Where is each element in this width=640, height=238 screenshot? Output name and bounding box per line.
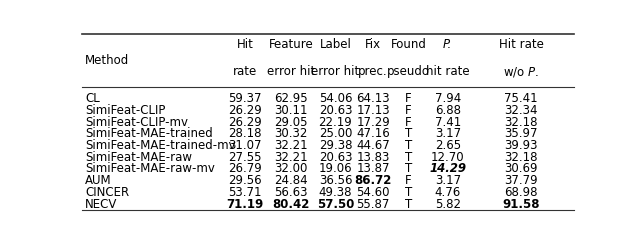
Text: 13.83: 13.83 (356, 151, 390, 164)
Text: 80.42: 80.42 (273, 198, 310, 211)
Text: SimiFeat-MAE-trained: SimiFeat-MAE-trained (85, 127, 212, 140)
Text: 36.56: 36.56 (319, 174, 352, 187)
Text: Found: Found (390, 38, 426, 51)
Text: prec.: prec. (358, 65, 388, 78)
Text: 5.82: 5.82 (435, 198, 461, 211)
Text: 32.21: 32.21 (275, 151, 308, 164)
Text: 32.00: 32.00 (275, 163, 308, 175)
Text: F: F (405, 115, 412, 129)
Text: SimiFeat-MAE-raw-mv: SimiFeat-MAE-raw-mv (85, 163, 215, 175)
Text: 53.71: 53.71 (228, 186, 262, 199)
Text: T: T (404, 163, 412, 175)
Text: 30.11: 30.11 (275, 104, 308, 117)
Text: T: T (404, 139, 412, 152)
Text: 29.05: 29.05 (275, 115, 308, 129)
Text: 86.72: 86.72 (355, 174, 392, 187)
Text: SimiFeat-MAE-trained-mv: SimiFeat-MAE-trained-mv (85, 139, 236, 152)
Text: 71.19: 71.19 (227, 198, 264, 211)
Text: 4.76: 4.76 (435, 186, 461, 199)
Text: T: T (404, 151, 412, 164)
Text: 28.18: 28.18 (228, 127, 262, 140)
Text: 56.63: 56.63 (275, 186, 308, 199)
Text: 59.37: 59.37 (228, 92, 262, 105)
Text: T: T (404, 198, 412, 211)
Text: CL: CL (85, 92, 100, 105)
Text: SimiFeat-MAE-raw: SimiFeat-MAE-raw (85, 151, 192, 164)
Text: 14.29: 14.29 (429, 163, 467, 175)
Text: 31.07: 31.07 (228, 139, 262, 152)
Text: 22.19: 22.19 (319, 115, 352, 129)
Text: error hit: error hit (311, 65, 360, 78)
Text: 19.06: 19.06 (319, 163, 352, 175)
Text: 64.13: 64.13 (356, 92, 390, 105)
Text: 30.32: 30.32 (275, 127, 308, 140)
Text: 13.87: 13.87 (356, 163, 390, 175)
Text: Feature: Feature (269, 38, 314, 51)
Text: 68.98: 68.98 (504, 186, 538, 199)
Text: 57.50: 57.50 (317, 198, 354, 211)
Text: rate: rate (233, 65, 257, 78)
Text: 47.16: 47.16 (356, 127, 390, 140)
Text: 75.41: 75.41 (504, 92, 538, 105)
Text: 26.29: 26.29 (228, 115, 262, 129)
Text: 12.70: 12.70 (431, 151, 465, 164)
Text: F: F (405, 104, 412, 117)
Text: 29.56: 29.56 (228, 174, 262, 187)
Text: 27.55: 27.55 (228, 151, 262, 164)
Text: 54.60: 54.60 (356, 186, 390, 199)
Text: 20.63: 20.63 (319, 151, 352, 164)
Text: Hit rate: Hit rate (499, 38, 543, 51)
Text: 24.84: 24.84 (275, 174, 308, 187)
Text: 49.38: 49.38 (319, 186, 352, 199)
Text: 30.69: 30.69 (504, 163, 538, 175)
Text: 6.88: 6.88 (435, 104, 461, 117)
Text: pseudo: pseudo (387, 65, 430, 78)
Text: T: T (404, 186, 412, 199)
Text: NECV: NECV (85, 198, 117, 211)
Text: 32.18: 32.18 (504, 151, 538, 164)
Text: 17.13: 17.13 (356, 104, 390, 117)
Text: 35.97: 35.97 (504, 127, 538, 140)
Text: CINCER: CINCER (85, 186, 129, 199)
Text: 55.87: 55.87 (356, 198, 390, 211)
Text: T: T (404, 127, 412, 140)
Text: 32.18: 32.18 (504, 115, 538, 129)
Text: 32.21: 32.21 (275, 139, 308, 152)
Text: SimiFeat-CLIP-mv: SimiFeat-CLIP-mv (85, 115, 188, 129)
Text: P.: P. (443, 38, 452, 51)
Text: 25.00: 25.00 (319, 127, 352, 140)
Text: 37.79: 37.79 (504, 174, 538, 187)
Text: Label: Label (319, 38, 351, 51)
Text: 20.63: 20.63 (319, 104, 352, 117)
Text: SimiFeat-CLIP: SimiFeat-CLIP (85, 104, 165, 117)
Text: F: F (405, 174, 412, 187)
Text: 17.29: 17.29 (356, 115, 390, 129)
Text: 26.79: 26.79 (228, 163, 262, 175)
Text: Fix: Fix (365, 38, 381, 51)
Text: w/o $\it{P}$.: w/o $\it{P}$. (503, 65, 539, 79)
Text: 2.65: 2.65 (435, 139, 461, 152)
Text: 7.41: 7.41 (435, 115, 461, 129)
Text: 3.17: 3.17 (435, 174, 461, 187)
Text: 44.67: 44.67 (356, 139, 390, 152)
Text: 62.95: 62.95 (275, 92, 308, 105)
Text: 26.29: 26.29 (228, 104, 262, 117)
Text: 91.58: 91.58 (502, 198, 540, 211)
Text: 29.38: 29.38 (319, 139, 352, 152)
Text: 32.34: 32.34 (504, 104, 538, 117)
Text: Hit: Hit (237, 38, 253, 51)
Text: Method: Method (85, 54, 129, 67)
Text: error hit: error hit (267, 65, 316, 78)
Text: hit rate: hit rate (426, 65, 470, 78)
Text: F: F (405, 92, 412, 105)
Text: 54.06: 54.06 (319, 92, 352, 105)
Text: 3.17: 3.17 (435, 127, 461, 140)
Text: 39.93: 39.93 (504, 139, 538, 152)
Text: AUM: AUM (85, 174, 111, 187)
Text: 7.94: 7.94 (435, 92, 461, 105)
